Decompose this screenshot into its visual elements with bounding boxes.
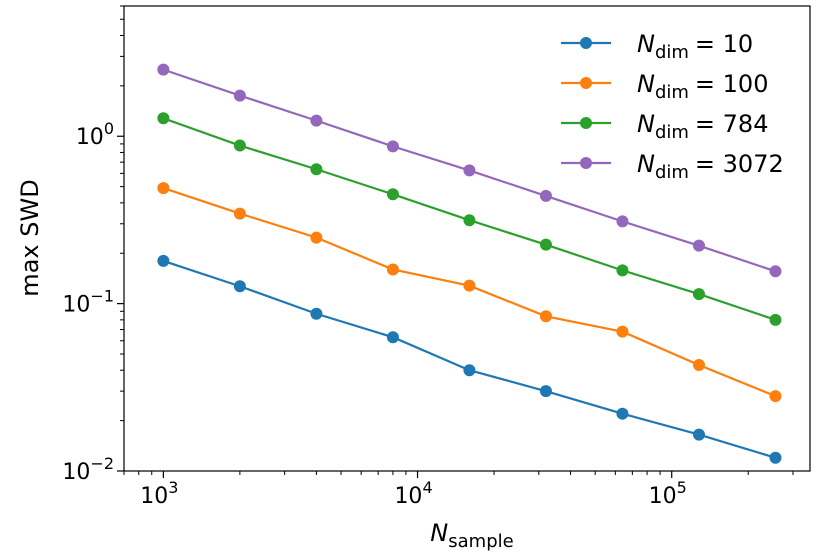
legend-entry-2: Ndim = 784 <box>561 110 768 143</box>
data-point-0-4 <box>463 364 476 377</box>
data-point-3-2 <box>310 114 323 127</box>
x-axis-label: Nsample <box>430 519 513 552</box>
legend-label-base: N <box>637 30 655 58</box>
y-tick-label: 10−1 <box>62 287 114 318</box>
data-point-2-5 <box>539 238 552 251</box>
data-point-1-6 <box>616 325 629 338</box>
legend-label-sub: dim <box>655 42 689 63</box>
legend-label-value: = 784 <box>695 110 769 138</box>
y-tick-label-base: 10 <box>62 293 90 318</box>
legend-entry-3: Ndim = 3072 <box>561 150 784 183</box>
data-point-1-3 <box>386 263 399 276</box>
data-point-0-1 <box>233 280 246 293</box>
legend: Ndim = 10 Ndim = 100 Ndim = 784 Ndim = 3072 <box>561 30 784 183</box>
data-point-3-0 <box>157 63 170 76</box>
legend-label-value: = 3072 <box>695 150 784 178</box>
data-point-3-3 <box>386 140 399 153</box>
legend-marker-3 <box>580 157 592 169</box>
data-point-2-8 <box>769 313 782 326</box>
data-point-3-8 <box>769 265 782 278</box>
data-point-3-6 <box>616 215 629 228</box>
data-point-0-0 <box>157 254 170 267</box>
data-point-2-6 <box>616 264 629 277</box>
y-tick-label-base: 10 <box>76 125 104 150</box>
y-tick-label: 10−2 <box>62 454 114 485</box>
x-tick-label-base: 10 <box>394 484 422 509</box>
data-point-0-5 <box>539 385 552 398</box>
data-point-1-0 <box>157 182 170 195</box>
data-point-2-0 <box>157 112 170 125</box>
legend-label-0: Ndim = 10 <box>637 30 753 63</box>
legend-marker-2 <box>580 117 592 129</box>
x-tick-label-base: 10 <box>140 484 168 509</box>
data-point-2-1 <box>233 139 246 152</box>
x-axis-label-base: N <box>430 519 448 547</box>
data-point-0-6 <box>616 407 629 420</box>
data-point-2-3 <box>386 188 399 201</box>
data-point-1-5 <box>539 310 552 323</box>
data-point-3-5 <box>539 189 552 202</box>
legend-label-value: = 100 <box>695 70 769 98</box>
y-tick-label-base: 10 <box>62 460 90 485</box>
data-point-2-4 <box>463 214 476 227</box>
x-tick-label: 104 <box>394 478 432 509</box>
data-point-0-8 <box>769 451 782 464</box>
y-axis-label: max SWD <box>16 179 44 296</box>
x-tick-label-exp: 4 <box>422 478 432 497</box>
legend-label-sub: dim <box>655 162 689 183</box>
data-point-1-8 <box>769 390 782 403</box>
x-tick-label-exp: 3 <box>168 478 178 497</box>
series-layer <box>157 63 782 464</box>
data-point-1-4 <box>463 279 476 292</box>
legend-label-sub: dim <box>655 122 689 143</box>
legend-label-3: Ndim = 3072 <box>637 150 784 183</box>
x-tick-label-base: 10 <box>649 484 677 509</box>
data-point-0-7 <box>692 428 705 441</box>
data-point-0-2 <box>310 307 323 320</box>
data-point-1-7 <box>692 358 705 371</box>
data-point-3-7 <box>692 239 705 252</box>
x-tick-label: 105 <box>649 478 687 509</box>
data-point-3-4 <box>463 164 476 177</box>
x-tick-label: 103 <box>140 478 178 509</box>
legend-marker-1 <box>580 77 592 89</box>
data-point-2-7 <box>692 288 705 301</box>
legend-label-base: N <box>637 70 655 98</box>
legend-entry-1: Ndim = 100 <box>561 70 768 103</box>
y-tick-label-exp: −2 <box>90 454 114 473</box>
legend-marker-0 <box>580 37 592 49</box>
plot-frame <box>123 5 811 472</box>
x-axis-label-sub: sample <box>448 531 513 552</box>
data-point-1-2 <box>310 231 323 244</box>
data-point-3-1 <box>233 89 246 102</box>
y-tick-label-exp: 0 <box>104 119 114 138</box>
data-point-2-2 <box>310 163 323 176</box>
legend-label-base: N <box>637 150 655 178</box>
legend-label-1: Ndim = 100 <box>637 70 768 103</box>
legend-entry-0: Ndim = 10 <box>561 30 753 63</box>
y-tick-label-exp: −1 <box>90 287 114 306</box>
legend-label-value: = 10 <box>695 30 753 58</box>
plot-background <box>124 6 810 471</box>
data-point-0-3 <box>386 331 399 344</box>
x-tick-label-exp: 5 <box>677 478 687 497</box>
legend-label-sub: dim <box>655 82 689 103</box>
legend-label-base: N <box>637 110 655 138</box>
y-tick-label: 100 <box>76 119 114 150</box>
data-point-1-1 <box>233 207 246 220</box>
legend-label-2: Ndim = 784 <box>637 110 768 143</box>
